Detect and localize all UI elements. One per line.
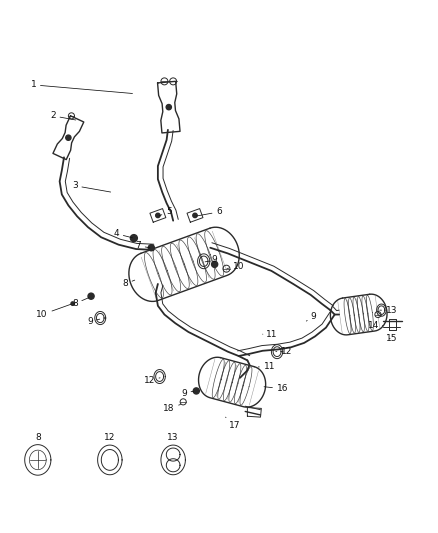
Circle shape [212, 261, 218, 268]
Text: 9: 9 [87, 317, 100, 326]
Text: 3: 3 [72, 181, 111, 192]
Text: 16: 16 [264, 384, 288, 393]
Text: 17: 17 [226, 417, 240, 430]
Text: 8: 8 [35, 433, 41, 442]
Text: 12: 12 [104, 433, 116, 442]
Circle shape [88, 293, 94, 299]
Text: 13: 13 [167, 433, 179, 442]
Circle shape [193, 388, 199, 394]
Text: 11: 11 [258, 362, 275, 372]
Text: 10: 10 [227, 262, 244, 271]
Text: 8: 8 [122, 279, 135, 288]
Text: 14: 14 [368, 321, 383, 330]
Text: 10: 10 [36, 304, 71, 319]
Text: 11: 11 [263, 330, 277, 338]
Text: 8: 8 [72, 297, 89, 308]
Circle shape [148, 245, 154, 251]
Circle shape [155, 213, 160, 217]
Text: 18: 18 [163, 404, 180, 413]
Text: 7: 7 [135, 241, 150, 250]
Text: 6: 6 [196, 207, 222, 216]
Text: 9: 9 [205, 255, 218, 264]
Text: 4: 4 [113, 229, 133, 238]
Circle shape [193, 213, 197, 217]
Text: 5: 5 [159, 207, 172, 216]
Text: 9: 9 [181, 389, 194, 398]
Text: 12: 12 [276, 347, 292, 356]
Text: 15: 15 [386, 334, 397, 343]
Text: 12: 12 [144, 376, 160, 384]
Text: 1: 1 [31, 80, 132, 93]
Circle shape [131, 235, 138, 241]
Text: 9: 9 [306, 312, 316, 321]
Circle shape [66, 135, 71, 140]
Circle shape [166, 104, 171, 110]
Text: 2: 2 [50, 111, 76, 120]
Circle shape [71, 302, 74, 305]
Text: 13: 13 [380, 305, 397, 314]
